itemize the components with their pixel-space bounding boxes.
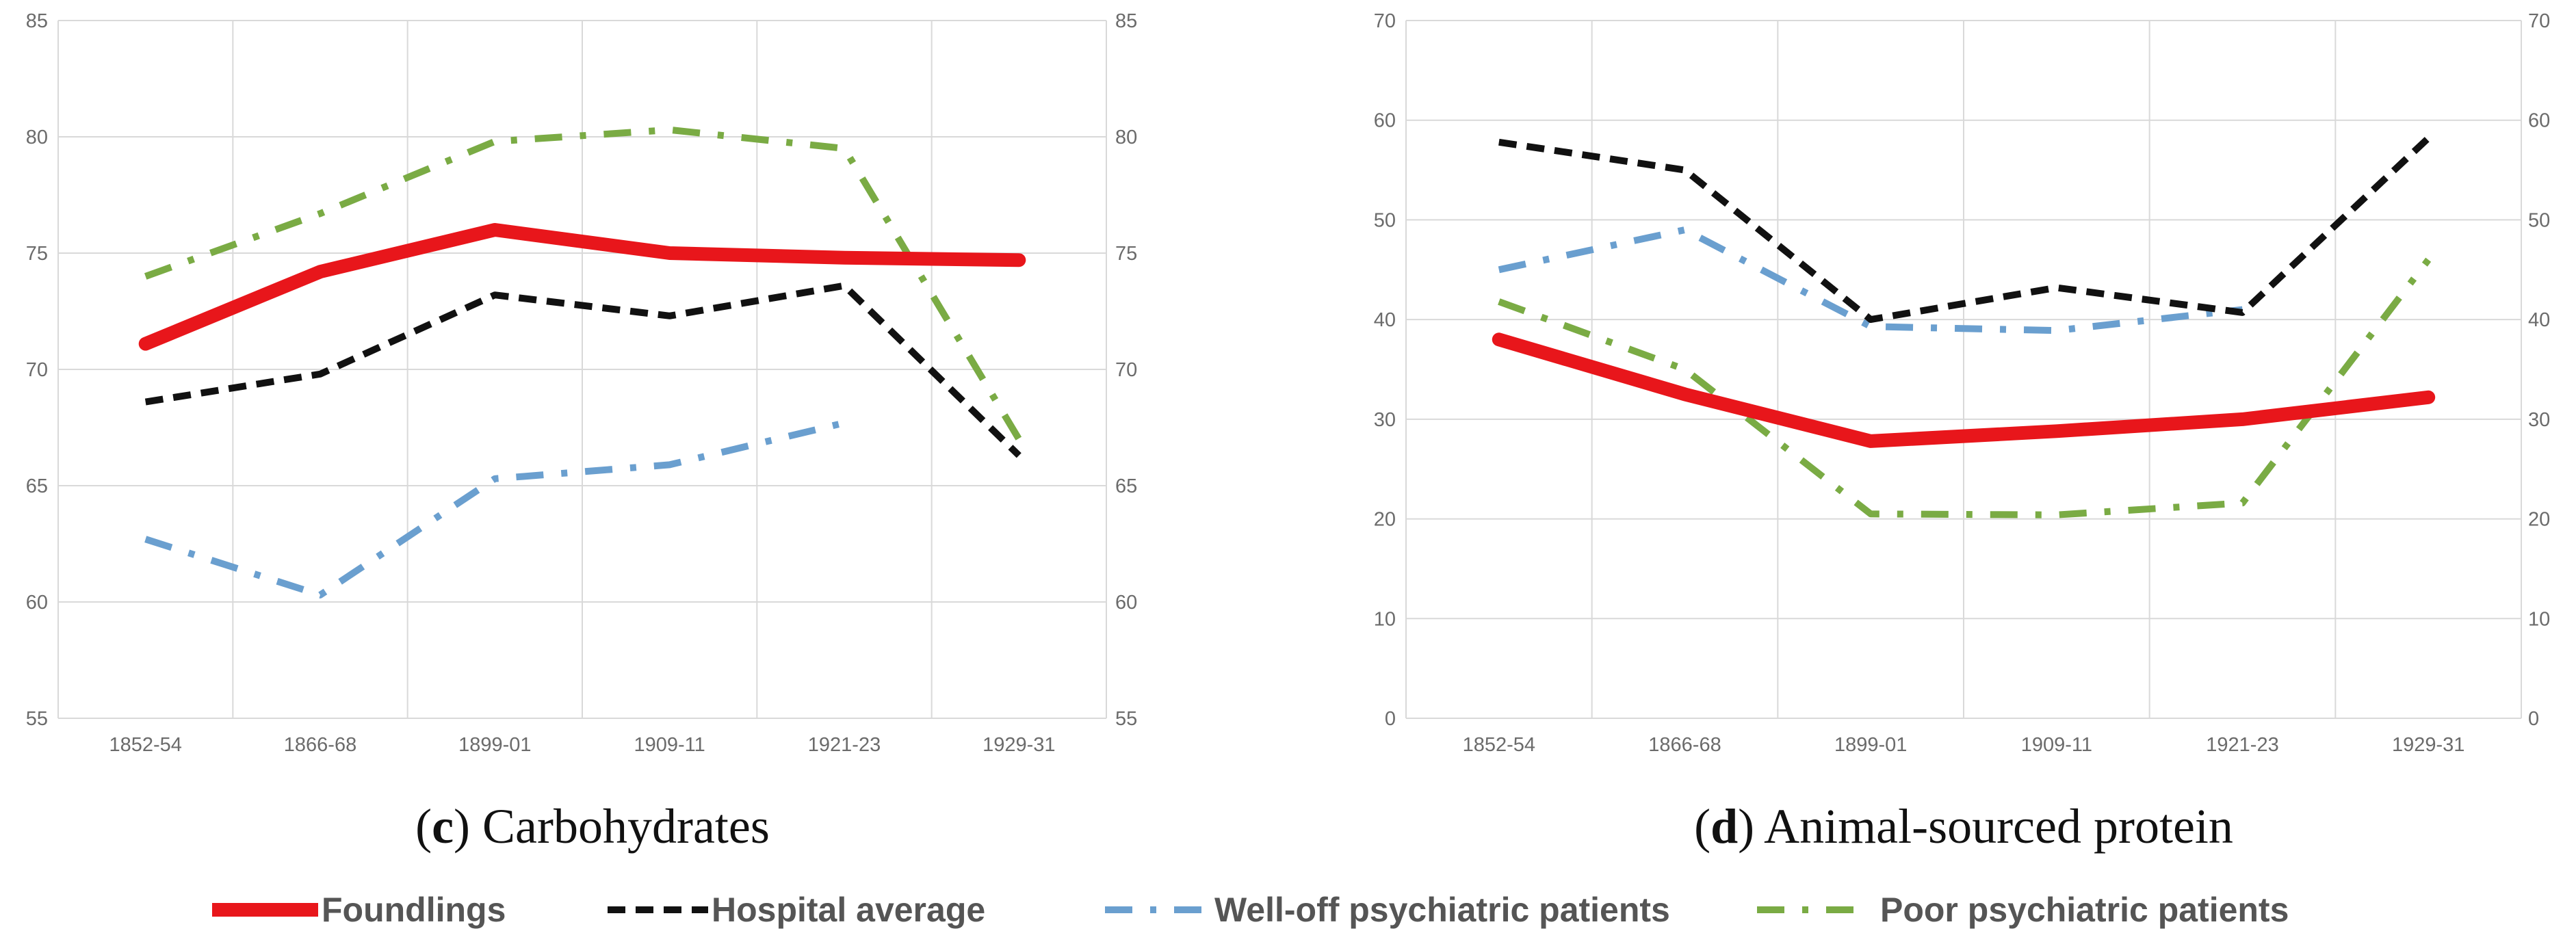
series-line-poor	[1498, 257, 2432, 519]
x-tick-label: 1921-23	[2206, 734, 2278, 756]
series-line-foundlings	[1492, 332, 2436, 448]
y-tick-label-right: 20	[2528, 509, 2550, 531]
caption-letter-d: d	[1710, 799, 1738, 854]
series-line-welloff	[1498, 226, 2243, 335]
panel-animal-protein: 0 0 10 10 20 20 30 30 40 40 50 50 60 60 70 70 1852-54 186…	[1374, 10, 2551, 756]
y-tick-label-right: 75	[1115, 243, 1137, 265]
series-line-hospital	[1498, 135, 2431, 324]
y-tick-label-left: 85	[26, 10, 48, 32]
y-tick-label-right: 10	[2528, 608, 2550, 630]
x-tick-label: 1909-11	[2021, 734, 2092, 756]
y-tick-label-right: 0	[2528, 708, 2539, 730]
x-tick-label: 1852-54	[109, 734, 181, 756]
y-tick-label-right: 60	[1115, 592, 1137, 614]
x-tick-label: 1921-23	[808, 734, 881, 756]
y-tick-label-left: 50	[1374, 209, 1396, 231]
legend-item-poor: Poor psychiatric patients	[1757, 891, 2289, 929]
y-tick-label-right: 55	[1115, 708, 1137, 730]
x-tick-label: 1909-11	[634, 734, 705, 756]
y-tick-label-left: 60	[26, 592, 48, 614]
y-tick-label-left: 60	[1374, 110, 1396, 132]
legend: Foundlings Hospital average Well-off psy…	[212, 891, 2289, 929]
y-tick-label-left: 70	[26, 359, 48, 381]
y-tick-label-right: 70	[1115, 359, 1137, 381]
y-tick-label-right: 50	[2528, 209, 2550, 231]
y-tick-label-right: 60	[2528, 110, 2550, 132]
legend-label-well-off: Well-off psychiatric patients	[1214, 891, 1670, 929]
y-tick-label-right: 65	[1115, 475, 1137, 497]
series-line-welloff	[144, 419, 846, 599]
y-tick-label-left: 55	[26, 708, 48, 730]
y-tick-label-right: 70	[2528, 10, 2550, 32]
caption-text-carbohydrates: Carbohydrates	[470, 799, 770, 854]
y-tick-label-left: 65	[26, 475, 48, 497]
legend-item-foundlings: Foundlings	[212, 891, 506, 929]
caption-letter-c: c	[432, 799, 454, 854]
y-tick-label-left: 40	[1374, 309, 1396, 331]
x-tick-label: 1852-54	[1463, 734, 1535, 756]
caption-animal-protein: (d) Animal-sourced protein	[1694, 799, 2233, 854]
legend-label-foundlings: Foundlings	[322, 891, 506, 929]
legend-item-well-off: Well-off psychiatric patients	[1105, 891, 1670, 929]
series-line-foundlings	[138, 223, 1026, 351]
series-line-hospital	[144, 282, 1022, 458]
svg-text:(c) Carbohydrates: (c) Carbohydrates	[415, 799, 770, 854]
x-tick-label: 1899-01	[1834, 734, 1907, 756]
y-tick-label-right: 40	[2528, 309, 2550, 331]
svg-text:(d) Animal-sourced protein: (d) Animal-sourced protein	[1694, 799, 2233, 854]
series-line-poor	[144, 126, 1022, 441]
y-tick-label-right: 80	[1115, 127, 1137, 148]
legend-label-poor: Poor psychiatric patients	[1880, 891, 2289, 929]
y-tick-label-right: 85	[1115, 10, 1137, 32]
caption-carbohydrates: (c) Carbohydrates	[415, 799, 770, 854]
y-tick-label-left: 70	[1374, 10, 1396, 32]
y-tick-label-left: 30	[1374, 409, 1396, 431]
y-tick-label-left: 20	[1374, 509, 1396, 531]
y-tick-label-right: 30	[2528, 409, 2550, 431]
y-tick-label-left: 75	[26, 243, 48, 265]
x-tick-label: 1866-68	[1648, 734, 1721, 756]
y-tick-label-left: 80	[26, 127, 48, 148]
caption-text-animal-protein: Animal-sourced protein	[1754, 799, 2233, 854]
y-tick-label-left: 0	[1385, 708, 1396, 730]
legend-label-hospital-average: Hospital average	[712, 891, 985, 929]
x-tick-label: 1929-31	[983, 734, 1055, 756]
x-tick-label: 1866-68	[284, 734, 356, 756]
y-tick-label-left: 10	[1374, 608, 1396, 630]
x-tick-label: 1929-31	[2392, 734, 2464, 756]
panel-carbohydrates: 55 55 60 60 65 65 70 70 75 75 80 80 85 85 1852-54 1866-…	[26, 10, 1138, 756]
x-tick-label: 1899-01	[458, 734, 531, 756]
legend-item-hospital-average: Hospital average	[608, 891, 985, 929]
